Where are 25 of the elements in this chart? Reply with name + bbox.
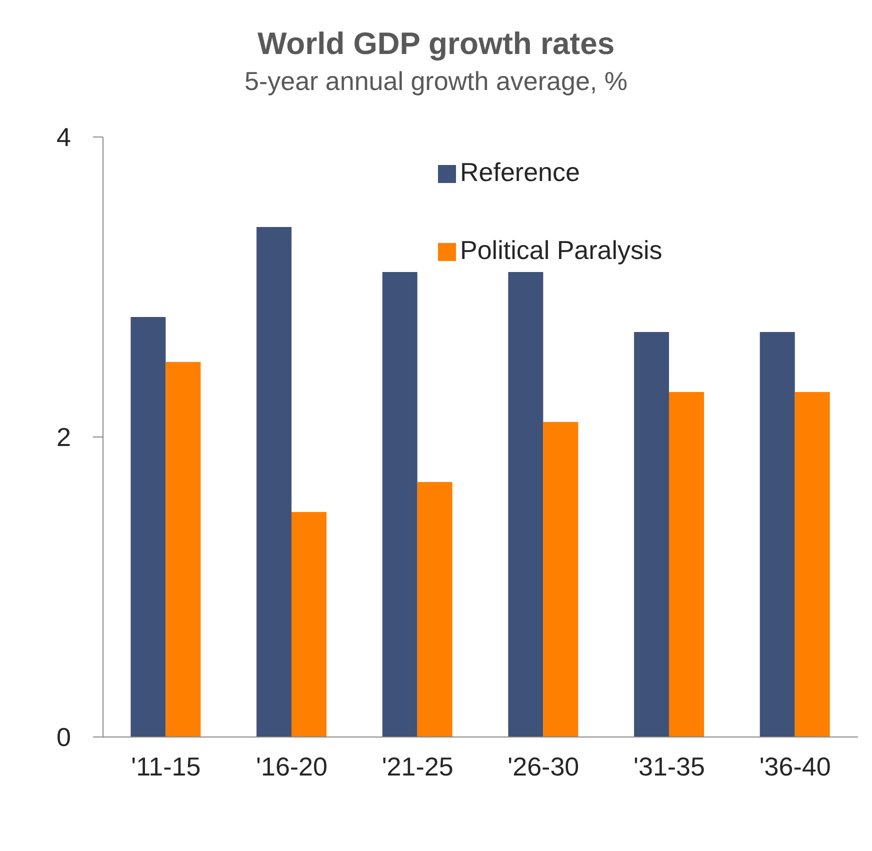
legend-label: Reference bbox=[460, 157, 580, 187]
bar bbox=[794, 392, 830, 737]
x-tick-label: '11-15 bbox=[131, 751, 201, 782]
bar bbox=[256, 227, 292, 737]
bar bbox=[543, 422, 578, 737]
bar bbox=[166, 362, 201, 737]
y-tick-label: 4 bbox=[56, 122, 71, 152]
bar bbox=[292, 512, 327, 737]
x-tick-label: '36-40 bbox=[759, 751, 831, 782]
y-tick-label: 2 bbox=[56, 422, 71, 452]
x-tick-label: '31-35 bbox=[634, 751, 705, 782]
bar bbox=[760, 332, 795, 737]
x-tick-label: '16-20 bbox=[256, 751, 328, 782]
chart-title: World GDP growth rates bbox=[256, 26, 616, 62]
bar bbox=[508, 272, 544, 737]
x-tick-label: '21-25 bbox=[382, 751, 454, 782]
bar bbox=[634, 332, 670, 737]
bar bbox=[417, 482, 452, 737]
chart-subtitle: 5-year annual growth average, % bbox=[243, 66, 628, 97]
bar bbox=[669, 392, 704, 737]
legend-label: Political Paralysis bbox=[460, 235, 662, 265]
bar bbox=[130, 317, 166, 737]
x-tick-label: '26-30 bbox=[508, 751, 580, 782]
y-tick-label: 0 bbox=[56, 722, 71, 752]
bar bbox=[382, 272, 418, 737]
